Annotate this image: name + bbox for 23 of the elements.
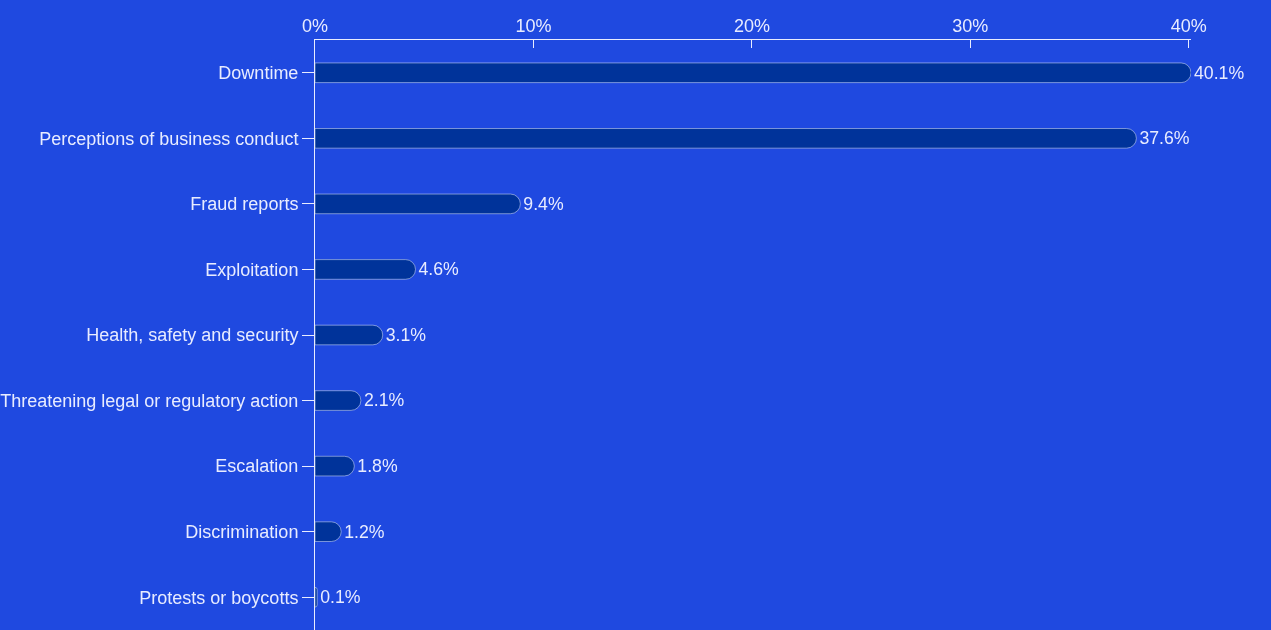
data-label: 37.6% [1139,128,1190,149]
data-label: 0.1% [320,587,361,608]
y-tick-label: Escalation [215,456,299,477]
x-tick-label: 40% [1170,15,1207,36]
x-tick-label: 30% [952,15,989,36]
data-label: 9.4% [523,193,564,214]
y-tick-label: Exploitation [205,259,299,280]
x-tick-label: 0% [301,15,329,36]
y-tick-label: Fraud reports [190,194,299,215]
data-label: 40.1% [1194,62,1245,83]
y-tick-label: Protests or boycotts [139,587,299,608]
y-tick-label: Downtime [218,63,299,84]
y-tick-label: Discrimination [185,521,299,542]
data-label: 1.2% [344,521,385,542]
x-tick-label: 10% [515,15,552,36]
y-tick-label: Threatening legal or regulatory action [0,390,299,411]
y-tick-label: Perceptions of business conduct [39,128,299,149]
data-label: 2.1% [363,390,405,411]
data-label: 4.6% [418,259,460,280]
data-label: 1.8% [357,456,398,477]
x-tick-label: 20% [733,15,770,36]
data-label: 3.1% [385,324,427,345]
y-tick-label: Health, safety and security [86,325,299,346]
